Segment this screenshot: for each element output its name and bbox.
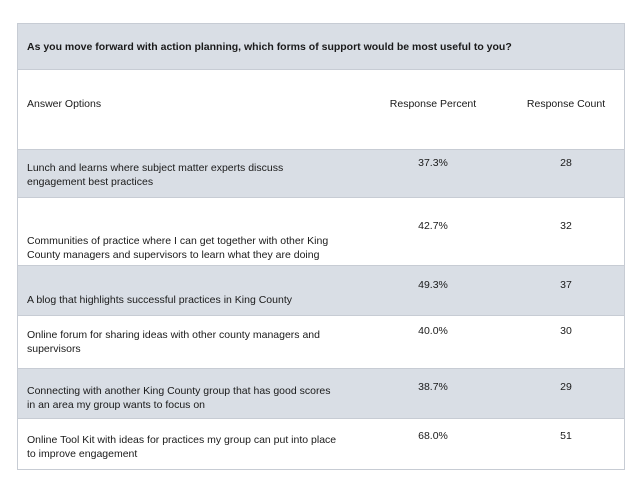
response-percent: 68.0% — [418, 430, 448, 442]
response-count: 28 — [560, 157, 572, 169]
question-title: As you move forward with action planning… — [27, 41, 512, 53]
answer-line: Lunch and learns where subject matter ex… — [27, 162, 284, 174]
answer-option: A blog that highlights successful practi… — [27, 293, 372, 307]
answer-line: to improve engagement — [27, 448, 138, 460]
response-count: 29 — [560, 381, 572, 393]
table-row: A blog that highlights successful practi… — [18, 266, 624, 316]
header-response-count: Response Count — [526, 98, 606, 110]
response-count: 37 — [560, 279, 572, 291]
response-percent: 42.7% — [418, 220, 448, 232]
question-row: As you move forward with action planning… — [18, 24, 624, 70]
answer-option: Communities of practice where I can get … — [27, 234, 372, 262]
answer-line: supervisors — [27, 343, 81, 355]
response-percent: 38.7% — [418, 381, 448, 393]
answer-option: Connecting with another King County grou… — [27, 384, 372, 412]
response-count: 32 — [560, 220, 572, 232]
header-response-percent: Response Percent — [389, 98, 477, 110]
response-percent: 49.3% — [418, 279, 448, 291]
table-row: Communities of practice where I can get … — [18, 198, 624, 266]
response-percent: 37.3% — [418, 157, 448, 169]
answer-option: Lunch and learns where subject matter ex… — [27, 161, 372, 189]
table-row: Online Tool Kit with ideas for practices… — [18, 419, 624, 469]
header-answer-options: Answer Options — [27, 98, 102, 110]
header-row: Answer Options Response Percent Response… — [18, 70, 624, 150]
answer-line: Communities of practice where I can get … — [27, 235, 329, 247]
answer-line: in an area my group wants to focus on — [27, 399, 206, 411]
answer-line: A blog that highlights successful practi… — [27, 294, 292, 306]
answer-line: Online Tool Kit with ideas for practices… — [27, 434, 337, 446]
answer-line: Online forum for sharing ideas with othe… — [27, 329, 320, 341]
table-row: Lunch and learns where subject matter ex… — [18, 150, 624, 198]
answer-line: County managers and supervisors to learn… — [27, 249, 320, 261]
response-count: 30 — [560, 325, 572, 337]
response-percent: 40.0% — [418, 325, 448, 337]
answer-line: Connecting with another King County grou… — [27, 385, 331, 397]
table-row: Online forum for sharing ideas with othe… — [18, 316, 624, 369]
answer-line: engagement best practices — [27, 176, 154, 188]
table-row: Connecting with another King County grou… — [18, 369, 624, 419]
answer-option: Online forum for sharing ideas with othe… — [27, 328, 372, 356]
response-count: 51 — [560, 430, 572, 442]
survey-results-table: As you move forward with action planning… — [17, 23, 625, 470]
answer-option: Online Tool Kit with ideas for practices… — [27, 433, 372, 461]
